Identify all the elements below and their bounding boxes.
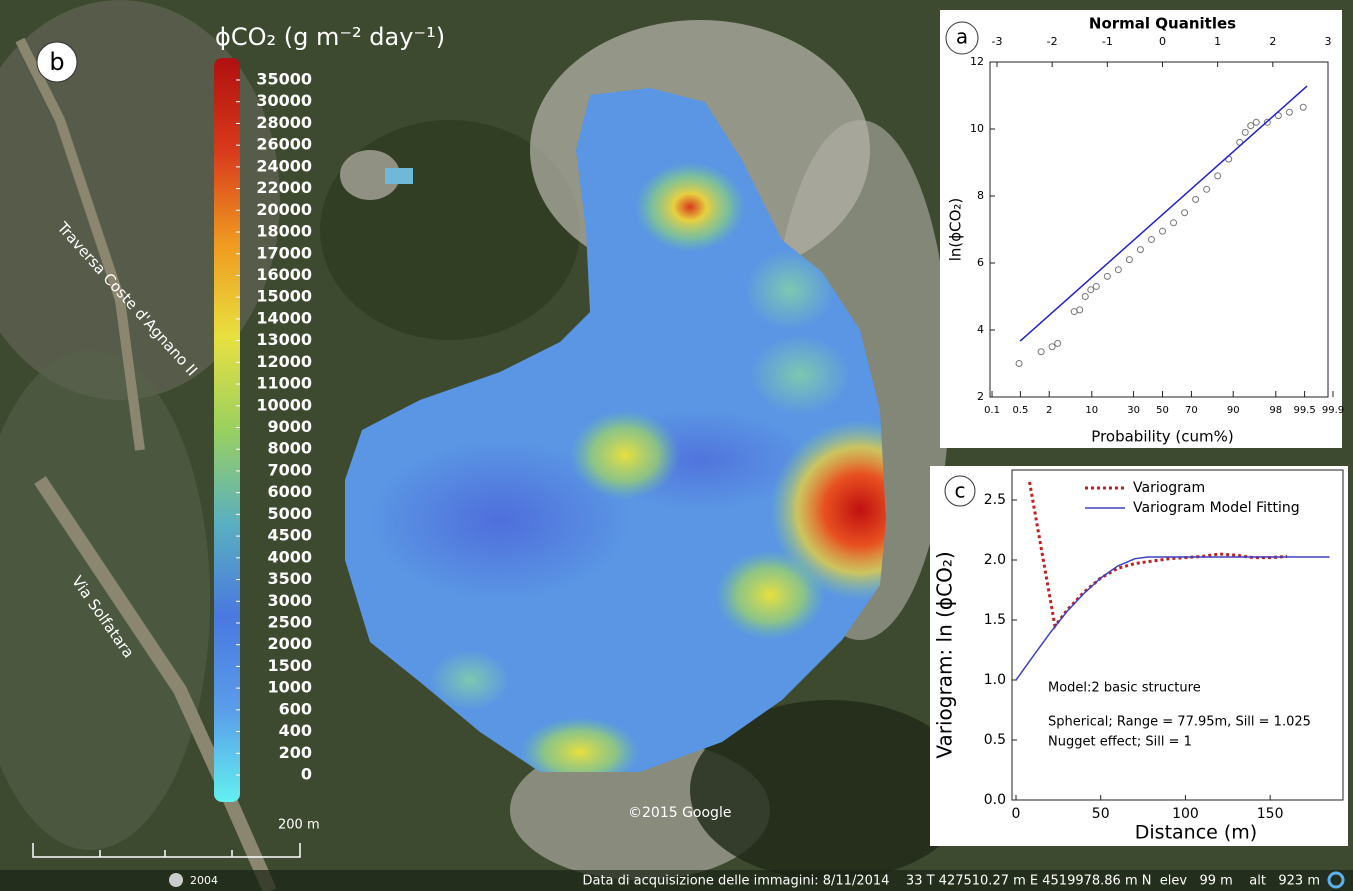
y-tick-label: 1.5 xyxy=(984,612,1006,628)
y-tick-label: 2.0 xyxy=(984,552,1006,568)
y-tick-label: 0.5 xyxy=(984,732,1006,748)
colorbar-label: 17000 xyxy=(256,243,312,262)
x2-tick-label: 98 xyxy=(1269,405,1282,416)
colorbar-label: 20000 xyxy=(256,200,312,219)
colorbar-label: 12000 xyxy=(256,352,312,371)
x-tick-label: 2 xyxy=(1269,35,1276,48)
x-tick-label: -1 xyxy=(1102,35,1113,48)
colorbar-label: 35000 xyxy=(256,70,312,89)
x2-tick-label: 99.9 xyxy=(1322,405,1344,416)
imagery-year: 2004 xyxy=(190,874,218,887)
colorbar xyxy=(214,58,240,802)
y-tick-label: 1.0 xyxy=(984,672,1006,688)
y-tick-label: 2 xyxy=(977,390,984,403)
colorbar-label: 400 xyxy=(279,721,312,740)
colorbar-label: 10000 xyxy=(256,395,312,414)
x2-tick-label: 30 xyxy=(1127,405,1140,416)
colorbar-label: 5000 xyxy=(267,504,312,523)
x-axis-title: Distance (m) xyxy=(1135,822,1257,844)
figure: ϕCO₂ (g m⁻² day⁻¹) b Traversa Coste d'Ag… xyxy=(0,0,1353,891)
colorbar-label: 1500 xyxy=(267,656,312,675)
panel-label: a xyxy=(956,25,968,49)
colorbar-label: 24000 xyxy=(256,156,312,175)
colorbar-label: 4500 xyxy=(267,526,312,545)
x-tick-label: 3 xyxy=(1325,35,1332,48)
y-tick-label: 8 xyxy=(977,189,984,202)
colorbar-label: 6000 xyxy=(267,482,312,501)
x-tick-label: 100 xyxy=(1172,806,1199,822)
x2-tick-label: 90 xyxy=(1227,405,1240,416)
legend-label: Variogram xyxy=(1133,480,1205,496)
scale-label: 200 m xyxy=(278,818,320,833)
colorbar-label: 8000 xyxy=(267,439,312,458)
colorbar-ramp xyxy=(214,58,240,802)
x-axis-title: Normal Quanitles xyxy=(1089,15,1236,33)
colorbar-label: 3000 xyxy=(267,591,312,610)
annotation: Nugget effect; Sill = 1 xyxy=(1048,735,1192,750)
colorbar-label: 18000 xyxy=(256,222,312,241)
annotation: Spherical; Range = 77.95m, Sill = 1.025 xyxy=(1048,715,1311,730)
colorbar-label: 16000 xyxy=(256,265,312,284)
colorbar-label: 11000 xyxy=(256,374,312,393)
x-tick-label: -3 xyxy=(992,35,1003,48)
x2-axis-title: Probability (cum%) xyxy=(1091,428,1233,446)
colorbar-label: 14000 xyxy=(256,308,312,327)
colorbar-label: 28000 xyxy=(256,113,312,132)
x2-tick-label: 0.1 xyxy=(984,405,1000,416)
colorbar-label: 30000 xyxy=(256,91,312,110)
x-tick-label: 50 xyxy=(1092,806,1110,822)
history-icon xyxy=(169,873,183,887)
colorbar-label: 2500 xyxy=(267,612,312,631)
colorbar-label: 0 xyxy=(301,765,312,784)
x2-tick-label: 70 xyxy=(1185,405,1198,416)
x-tick-label: 0 xyxy=(1159,35,1166,48)
y-axis-title: ln(ϕCO₂) xyxy=(947,198,965,262)
colorbar-label: 22000 xyxy=(256,178,312,197)
colorbar-label: 3500 xyxy=(267,569,312,588)
colorbar-label: 7000 xyxy=(267,460,312,479)
y-tick-label: 4 xyxy=(977,323,984,336)
panel xyxy=(930,466,1348,846)
x-tick-label: 0 xyxy=(1012,806,1021,822)
variogram-plot: 0.0 0.5 1.0 1.5 2.0 2.5 0 50 100 150Distance (m) V… xyxy=(930,466,1348,846)
status-bar: Data di acquisizione delle immagini: 8/1… xyxy=(582,874,1320,889)
y-axis-title: Variogram: ln (ϕCO₂) xyxy=(933,551,957,758)
y-tick-label: 6 xyxy=(977,256,984,269)
panel xyxy=(940,10,1342,448)
colorbar-label: 1000 xyxy=(267,678,312,697)
colorbar-title: ϕCO₂ (g m⁻² day⁻¹) xyxy=(215,23,445,51)
x-tick-label: -2 xyxy=(1047,35,1058,48)
annotation: Model:2 basic structure xyxy=(1048,681,1201,696)
y-tick-label: 12 xyxy=(970,55,984,68)
colorbar-label: 15000 xyxy=(256,287,312,306)
x-tick-label: 150 xyxy=(1257,806,1284,822)
x2-tick-label: 2 xyxy=(1046,405,1052,416)
panel-label: b xyxy=(49,48,64,76)
colorbar-label: 26000 xyxy=(256,135,312,154)
panel-label: c xyxy=(955,479,966,503)
x-tick-label: 1 xyxy=(1214,35,1221,48)
x2-tick-label: 99.5 xyxy=(1293,405,1315,416)
legend-label: Variogram Model Fitting xyxy=(1133,500,1300,516)
y-tick-label: 10 xyxy=(970,122,984,135)
copyright: ©2015 Google xyxy=(628,805,731,821)
x2-tick-label: 10 xyxy=(1085,405,1098,416)
colorbar-label: 600 xyxy=(279,699,312,718)
x2-tick-label: 50 xyxy=(1156,405,1169,416)
colorbar-label: 2000 xyxy=(267,634,312,653)
y-tick-label: 2.5 xyxy=(984,492,1006,508)
colorbar-label: 13000 xyxy=(256,330,312,349)
colorbar-label: 200 xyxy=(279,743,312,762)
x2-tick-label: 0.5 xyxy=(1012,405,1028,416)
colorbar-label: 9000 xyxy=(267,417,312,436)
colorbar-label: 4000 xyxy=(267,547,312,566)
y-tick-label: 0.0 xyxy=(984,792,1006,808)
